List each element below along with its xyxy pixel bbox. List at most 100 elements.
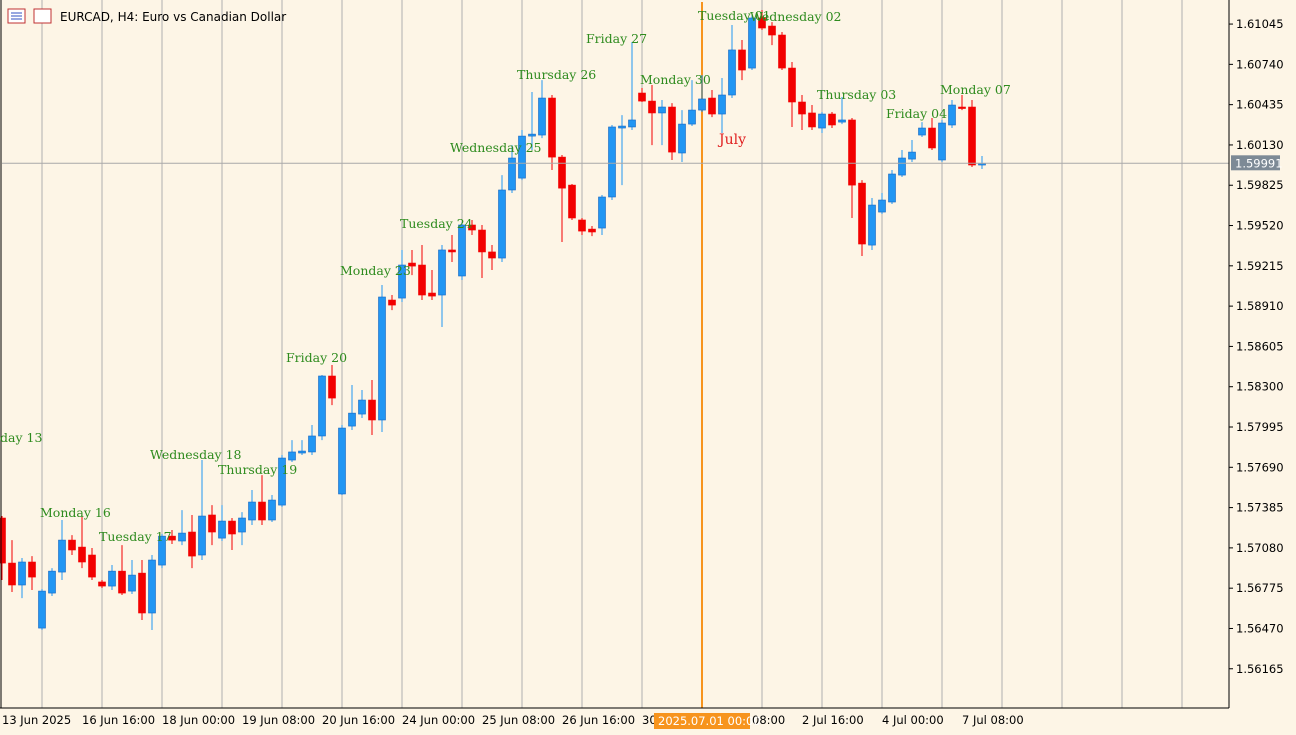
candle-body — [778, 34, 786, 69]
day-annotation: Tuesday 01 — [698, 8, 771, 23]
header: EURCAD, H4: Euro vs Canadian Dollar — [7, 8, 286, 24]
candle-body — [338, 427, 346, 495]
x-tick-label: 16 Jun 16:00 — [82, 713, 155, 727]
candle-body — [318, 375, 326, 437]
day-annotation: Monday 30 — [640, 72, 711, 87]
candle-body — [928, 127, 936, 149]
candle-body — [188, 531, 196, 557]
x-tick-label: 19 Jun 08:00 — [242, 713, 315, 727]
candle-body — [818, 113, 826, 129]
candle-body — [658, 106, 666, 114]
y-tick-label: 1.60740 — [1236, 57, 1284, 71]
candle-body — [418, 264, 426, 296]
candle-body — [628, 119, 636, 128]
y-tick-label: 1.56470 — [1236, 621, 1284, 635]
x-tick-label: 08:00 — [752, 713, 785, 727]
candle-body — [748, 17, 756, 69]
y-tick-label: 1.57385 — [1236, 501, 1284, 515]
candle-body — [518, 135, 526, 179]
candle-body — [618, 125, 626, 129]
candle-body — [268, 499, 276, 521]
y-tick-label: 1.60435 — [1236, 98, 1284, 112]
candle-body — [598, 196, 606, 229]
candle-body — [948, 104, 956, 126]
candle-body — [868, 204, 876, 246]
candle-body — [878, 199, 886, 213]
candle-body — [368, 399, 376, 421]
candle-body — [548, 97, 556, 158]
candle-body — [378, 296, 386, 421]
candle-body — [28, 561, 36, 578]
candle-body — [288, 451, 296, 461]
candle-body — [538, 97, 546, 136]
y-tick-label: 1.59825 — [1236, 178, 1284, 192]
x-tick-label: 30 — [642, 713, 657, 727]
candle-body — [148, 559, 156, 614]
candle-body — [688, 109, 696, 125]
candle-body — [158, 535, 166, 566]
candle-body — [358, 399, 366, 415]
candle-body — [898, 157, 906, 176]
plot — [0, 10, 1229, 631]
y-tick-label: 1.56165 — [1236, 662, 1284, 676]
y-tick-label: 1.57080 — [1236, 541, 1284, 555]
candle-body — [498, 189, 506, 259]
candle-body — [228, 520, 236, 535]
day-annotation: Monday 16 — [40, 505, 111, 520]
candle-body — [178, 532, 186, 542]
x-tick-label: 20 Jun 16:00 — [322, 713, 395, 727]
y-tick-label: 1.58605 — [1236, 339, 1284, 353]
candle-body — [298, 450, 306, 454]
candle-body — [528, 133, 536, 137]
candle-body — [958, 106, 966, 109]
candle-body — [908, 151, 916, 160]
candle-body — [608, 126, 616, 198]
y-tick-label: 1.58300 — [1236, 380, 1284, 394]
candle-body — [728, 49, 736, 96]
candle-body — [678, 123, 686, 154]
candle-body — [568, 184, 576, 219]
candle-body — [118, 570, 126, 594]
candle-body — [488, 251, 496, 259]
chart-icon[interactable] — [33, 8, 52, 24]
y-tick-label: 1.57995 — [1236, 420, 1284, 434]
chart-title: EURCAD, H4: Euro vs Canadian Dollar — [60, 10, 286, 24]
month-label: July — [717, 132, 746, 148]
candle-body — [578, 219, 586, 232]
candle-body — [508, 157, 516, 191]
x-tick-label: 2 Jul 16:00 — [802, 713, 864, 727]
x-tick-label: 18 Jun 00:00 — [162, 713, 235, 727]
period-separators — [41, 0, 1183, 708]
candle-body — [458, 224, 466, 277]
candle-body — [438, 249, 446, 296]
candle-body — [768, 25, 776, 36]
candle-body — [668, 106, 676, 153]
day-annotation: day 13 — [0, 430, 42, 445]
candle-body — [18, 561, 26, 586]
candle-body — [448, 249, 456, 253]
y-tick-label: 1.60130 — [1236, 138, 1284, 152]
day-annotation: Wednesday 25 — [450, 140, 542, 155]
y-tick-label: 1.59215 — [1236, 259, 1284, 273]
candle-body — [428, 292, 436, 297]
candle-body — [208, 514, 216, 533]
y-tick-label: 1.57690 — [1236, 460, 1284, 474]
candle-body — [128, 574, 136, 592]
candle-body — [68, 539, 76, 551]
candle-body — [758, 17, 766, 29]
candle-body — [848, 119, 856, 186]
candle-body — [638, 92, 646, 102]
candle-body — [258, 501, 266, 521]
candle-body — [828, 113, 836, 126]
candle-body — [478, 229, 486, 253]
candle-body — [918, 127, 926, 136]
day-annotation: Thursday 19 — [218, 462, 297, 477]
last-price-tag — [1231, 155, 1280, 171]
candle-body — [58, 539, 66, 573]
day-annotation: Wednesday 18 — [150, 447, 242, 462]
day-annotation: Friday 27 — [586, 31, 647, 46]
candle-body — [98, 581, 106, 587]
